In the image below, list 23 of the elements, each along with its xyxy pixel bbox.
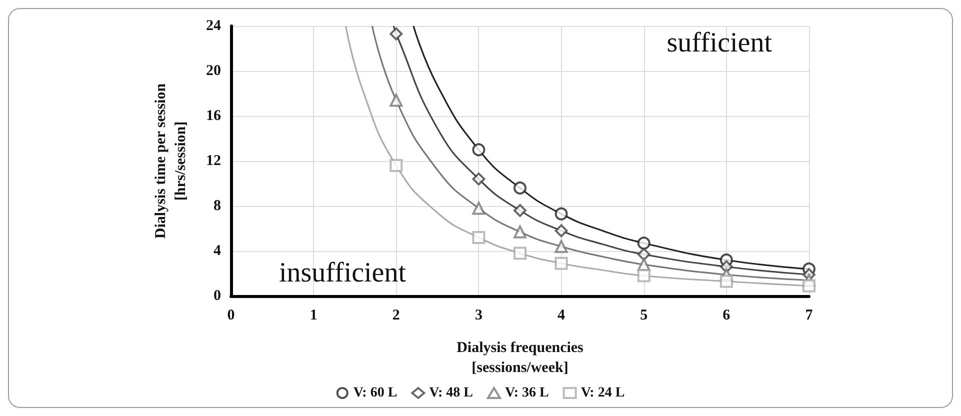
x-tick-label: 0 [227, 308, 235, 324]
x-tick-label: 5 [640, 308, 648, 324]
y-tick-label: 0 [214, 288, 221, 304]
legend-label: V: 36 L [505, 386, 549, 400]
y-tick-label: 4 [214, 243, 222, 259]
y-axis-title: Dialysis time per session [hrs/session] [153, 82, 189, 239]
legend-label: V: 48 L [429, 386, 474, 400]
legend-label: V: 24 L [580, 386, 625, 400]
x-tick-label: 3 [474, 308, 482, 324]
x-axis-title: Dialysis frequencies [sessions/week] [456, 340, 584, 376]
annotation: sufficient [666, 28, 772, 58]
x-tick-label: 4 [558, 308, 566, 324]
y-tick-label: 16 [206, 108, 222, 124]
y-tick-label: 24 [206, 18, 222, 34]
legend-label: V: 60 L [353, 386, 398, 400]
x-tick-label: 6 [722, 308, 731, 324]
x-tick-label: 7 [805, 308, 814, 324]
y-tick-label: 8 [214, 198, 221, 214]
x-tick-label: 1 [310, 308, 318, 324]
x-tick-label: 2 [392, 308, 400, 324]
annotation: insufficient [279, 258, 406, 288]
y-tick-label: 12 [206, 153, 221, 169]
y-tick-label: 20 [206, 63, 221, 79]
